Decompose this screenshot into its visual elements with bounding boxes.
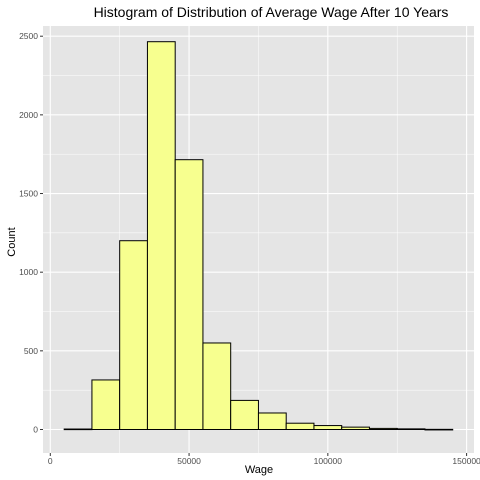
histogram-bar — [174, 159, 204, 430]
y-tick-label: 1000 — [19, 267, 38, 277]
x-tick-label: 50000 — [177, 456, 201, 466]
histogram-bar — [285, 422, 315, 431]
y-axis-title: Count — [6, 227, 18, 256]
y-tick-label: 500 — [24, 346, 38, 356]
y-axis: 0 500 1000 1500 2000 2500 — [19, 31, 43, 435]
x-tick-label: 150000 — [452, 456, 480, 466]
y-tick-label: 0 — [33, 425, 38, 435]
x-tick-label: 100000 — [314, 456, 343, 466]
histogram-bar — [341, 426, 370, 430]
histogram-bar — [146, 41, 176, 430]
y-tick-label: 1500 — [19, 189, 38, 199]
y-tick-label: 2000 — [19, 110, 38, 120]
histogram-bar — [91, 379, 121, 431]
histogram-bar — [119, 240, 148, 430]
x-axis-title: Wage — [245, 464, 273, 476]
y-tick-label: 2500 — [19, 31, 38, 41]
histogram-bars — [63, 41, 454, 431]
histogram-bar — [63, 428, 93, 431]
chart-title: Histogram of Distribution of Average Wag… — [94, 4, 449, 20]
histogram-bar — [230, 399, 259, 431]
histogram-bar — [368, 427, 398, 431]
x-axis: 0 50000 100000 150000 — [48, 453, 480, 466]
histogram-bar — [424, 428, 454, 431]
histogram-bar — [313, 425, 343, 430]
histogram-bar — [257, 412, 287, 431]
x-tick-label: 0 — [48, 456, 53, 466]
histogram-bar — [396, 428, 426, 431]
histogram-bar — [202, 342, 232, 430]
